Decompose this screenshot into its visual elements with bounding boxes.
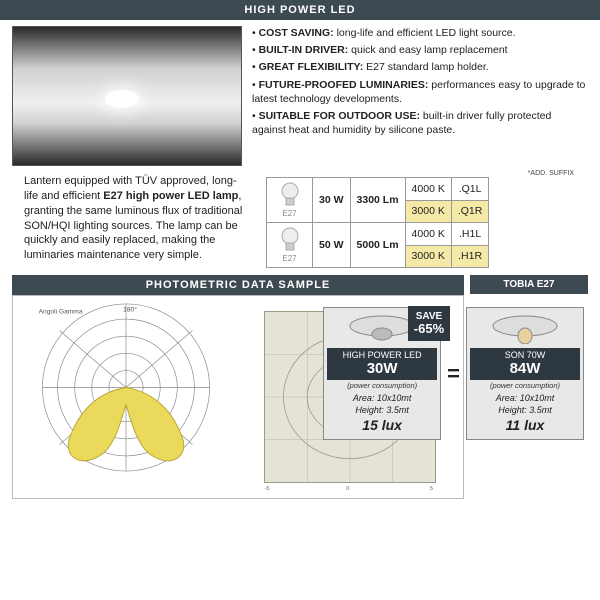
spec-lumen: 3300 Lm [350,178,405,223]
spec-kelvin: 4000 K [405,223,451,246]
save-pct: -65% [414,322,444,336]
led-sub: (power consumption) [328,381,436,390]
desc-bold: E27 high power LED lamp [103,190,238,202]
svg-text:5: 5 [430,486,433,492]
spec-suffix: .Q1L [451,178,489,201]
comparison-strip: SAVE -65% HIGH POWER LED 30W (power cons… [0,301,588,446]
svg-text:0: 0 [346,486,349,492]
panel-led-title: HIGH POWER LED 30W [327,348,437,380]
row-desc-spec: Lantern equipped with TÜV approved, long… [0,170,600,269]
spec-lumen: 5000 Lm [350,223,405,268]
spec-watt: 50 W [313,223,351,268]
spec-kelvin: 4000 K [405,178,451,201]
panel-led: SAVE -65% HIGH POWER LED 30W (power cons… [323,307,441,440]
son-fixture-icon [471,312,579,346]
lamp-icon-cell: E27 [267,178,313,223]
panel-son: SON 70W 84W (power consumption) Area: 10… [466,307,584,440]
spec-kelvin: 3000 K [405,200,451,223]
equals-sign: = [445,361,462,387]
lamp-icon-cell: E27 [267,223,313,268]
spec-table: E2730 W3300 Lm4000 K.Q1L3000 K.Q1RE2750 … [266,177,489,268]
description: Lantern equipped with TÜV approved, long… [12,170,262,269]
spec-kelvin: 3000 K [405,245,451,268]
feature-item: • COST SAVING: long-life and efficient L… [252,26,588,40]
panel-son-title: SON 70W 84W [470,348,580,380]
led-area: Area: 10x10mt [328,393,436,403]
svg-text:-5: -5 [265,486,270,492]
led-title-top: HIGH POWER LED [343,350,422,360]
son-watt: 84W [472,361,578,378]
section-overview: • COST SAVING: long-life and efficient L… [0,20,600,170]
suffix-note: *ADD. SUFFIX [262,170,588,177]
led-height: Height: 3.5mt [328,405,436,415]
led-watt: 30W [329,361,435,378]
son-height: Height: 3.5mt [471,405,579,415]
feature-item: • SUITABLE FOR OUTDOOR USE: built-in dri… [252,109,588,137]
feature-item: • BUILT-IN DRIVER: quick and easy lamp r… [252,43,588,57]
son-area: Area: 10x10mt [471,393,579,403]
son-sub: (power consumption) [471,381,579,390]
banner-high-power-led: HIGH POWER LED [0,0,600,20]
save-badge: SAVE -65% [408,306,450,341]
feature-item: • FUTURE-PROOFED LUMINARIES: performance… [252,78,588,106]
spec-watt: 30 W [313,178,351,223]
feature-list: • COST SAVING: long-life and efficient L… [252,26,588,166]
spec-suffix: .Q1R [451,200,489,223]
son-title-top: SON 70W [505,350,546,360]
spec-suffix: .H1L [451,223,489,246]
product-photo [12,26,242,166]
led-lux: 15 lux [328,417,436,433]
banner-photometric: PHOTOMETRIC DATA SAMPLE [12,275,464,295]
feature-item: • GREAT FLEXIBILITY: E27 standard lamp h… [252,60,588,74]
spec-suffix: .H1R [451,245,489,268]
banner-tobia: TOBIA E27 [470,275,588,294]
son-lux: 11 lux [471,417,579,433]
